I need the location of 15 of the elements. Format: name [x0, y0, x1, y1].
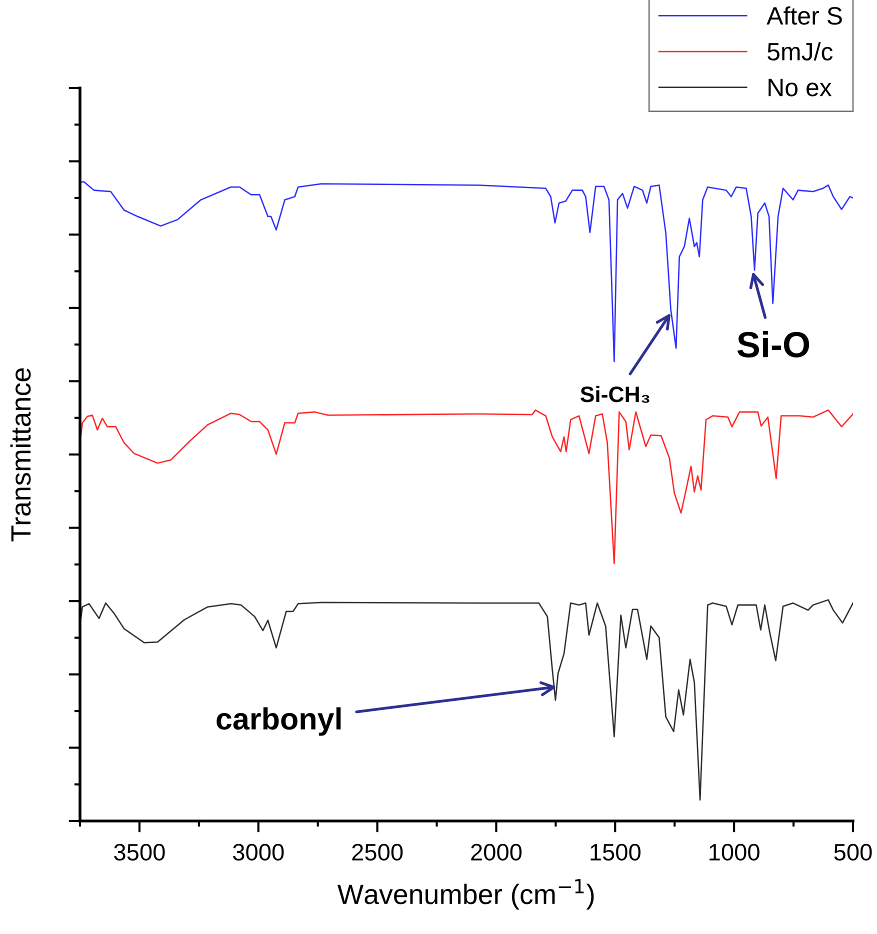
x-tick-label: 1500: [590, 844, 640, 861]
x-tick-label: 1000: [710, 844, 760, 861]
legend-label: After S: [766, 6, 842, 25]
annotation: Si-CH₃: [580, 386, 650, 403]
legend-label: No ex: [768, 78, 832, 96]
y-axis-title: Transmittance: [10, 368, 31, 542]
x-tick-label: 500: [834, 844, 872, 861]
x-tick-label: 3500: [114, 844, 165, 861]
annotation: carbonyl: [216, 707, 341, 736]
x-tick-label: 2000: [471, 844, 522, 861]
x-tick-label: 3000: [233, 844, 284, 861]
x-tick-label: 2500: [352, 844, 403, 861]
annotation: Si-O: [737, 330, 810, 358]
x-axis-title: Wavenumber (cm$^{−1}$): [337, 879, 594, 910]
legend-label: 5mJ/c: [768, 42, 833, 61]
